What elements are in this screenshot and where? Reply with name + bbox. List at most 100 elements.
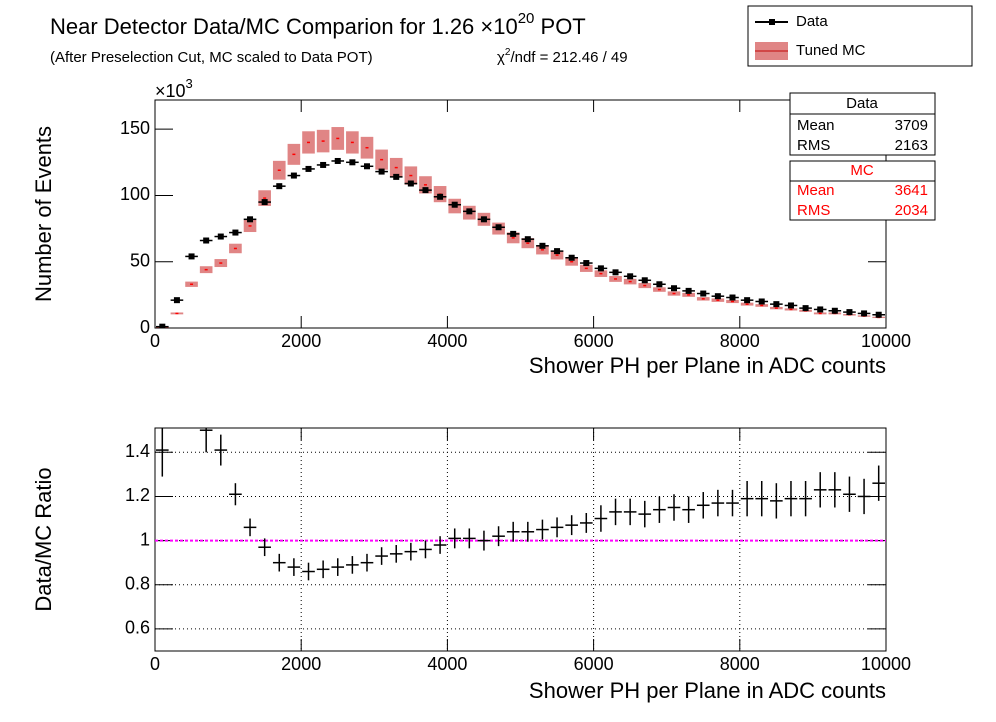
data-point bbox=[641, 277, 648, 284]
y-tick-label: 0 bbox=[140, 317, 150, 337]
x-tick-label: 8000 bbox=[720, 654, 760, 674]
data-point bbox=[861, 310, 868, 317]
data-point bbox=[831, 307, 838, 314]
x-tick-label: 2000 bbox=[281, 654, 321, 674]
title-end: POT bbox=[534, 14, 585, 39]
data-point bbox=[247, 216, 254, 223]
data-point bbox=[495, 224, 502, 231]
data-point bbox=[568, 254, 575, 261]
stats-title: Data bbox=[846, 95, 878, 112]
data-point bbox=[232, 229, 239, 236]
x-tick-label: 8000 bbox=[720, 331, 760, 351]
x-tick-label: 6000 bbox=[574, 331, 614, 351]
panel: 0 2000 4000 6000 8000 10000 0.6 0.8 1 1.2 1.4 Showe… bbox=[31, 427, 911, 703]
data-point bbox=[159, 323, 166, 328]
data-point bbox=[524, 236, 531, 243]
data-point bbox=[203, 237, 210, 244]
y-tick-label: 0.6 bbox=[125, 618, 150, 638]
data-point bbox=[320, 161, 327, 168]
x-tick-label: 4000 bbox=[427, 654, 467, 674]
legend: Data Tuned MC bbox=[747, 5, 973, 67]
y-axis-title: Data/MC Ratio bbox=[31, 467, 56, 611]
data-point bbox=[378, 168, 385, 175]
stats-box bbox=[789, 92, 936, 156]
stats-label: RMS bbox=[797, 137, 830, 154]
data-point bbox=[217, 233, 224, 240]
data-point bbox=[466, 208, 473, 215]
data-point bbox=[846, 309, 853, 316]
data-point bbox=[510, 230, 517, 237]
y-tick-label: 1 bbox=[140, 529, 150, 549]
data-point bbox=[597, 265, 604, 272]
x-axis-title: Shower PH per Plane in ADC counts bbox=[529, 678, 886, 703]
data-point bbox=[363, 163, 370, 170]
stats-title: MC bbox=[850, 162, 873, 179]
y-tick-label: 0.8 bbox=[125, 574, 150, 594]
annotation: χ2/ndf = 212.46 / 49 bbox=[497, 47, 628, 66]
stats-value: 3641 bbox=[895, 182, 928, 199]
chart-title: Near Detector Data/MC Comparion for 1.26… bbox=[50, 10, 586, 39]
y-multiplier-text: ×10 bbox=[155, 81, 186, 101]
data-point bbox=[758, 298, 765, 305]
data-point bbox=[685, 287, 692, 294]
y-tick-label: 1.4 bbox=[125, 441, 150, 461]
stats-data: Data Mean 3709 RMS 2163 bbox=[789, 92, 936, 156]
data-point bbox=[349, 159, 356, 166]
data-point bbox=[656, 281, 663, 288]
data-point bbox=[539, 242, 546, 249]
data-point bbox=[480, 216, 487, 223]
panel: 0 2000 4000 6000 8000 10000 0 50 100 150 Shower PH… bbox=[31, 76, 911, 377]
data-point bbox=[554, 248, 561, 255]
stats-label: RMS bbox=[797, 202, 830, 219]
data-point bbox=[422, 187, 429, 194]
title-sup: 20 bbox=[518, 10, 535, 27]
x-axis-title: Shower PH per Plane in ADC counts bbox=[529, 353, 886, 378]
stats-value: 2034 bbox=[895, 202, 928, 219]
subtitle: (After Preselection Cut, MC scaled to Da… bbox=[50, 49, 373, 66]
y-multiplier-sup: 3 bbox=[186, 76, 193, 91]
data-point bbox=[261, 199, 268, 206]
y-multiplier: ×103 bbox=[155, 76, 193, 100]
data-point bbox=[729, 294, 736, 301]
data-point bbox=[627, 273, 634, 280]
y-tick-label: 1.2 bbox=[125, 485, 150, 505]
data-point bbox=[714, 293, 721, 300]
stats-value: 3709 bbox=[895, 117, 928, 134]
x-tick-label: 6000 bbox=[574, 654, 614, 674]
x-tick-label: 2000 bbox=[281, 331, 321, 351]
data-point bbox=[188, 253, 195, 260]
y-tick-label: 100 bbox=[120, 184, 150, 204]
data-point bbox=[671, 285, 678, 292]
annotation-text: /ndf = 212.46 / 49 bbox=[510, 49, 627, 66]
data-point bbox=[744, 297, 751, 304]
plot-frame bbox=[154, 427, 887, 652]
legend-data-marker bbox=[769, 19, 775, 25]
data-point bbox=[407, 180, 414, 187]
data-point bbox=[773, 301, 780, 308]
x-tick-label: 0 bbox=[150, 654, 160, 674]
plot-frame bbox=[154, 99, 887, 329]
data-point bbox=[583, 260, 590, 267]
data-point bbox=[276, 183, 283, 190]
annotation-sup: 2 bbox=[505, 47, 511, 58]
x-tick-label: 10000 bbox=[861, 331, 911, 351]
y-axis-title: Number of Events bbox=[31, 126, 56, 302]
legend-label: Tuned MC bbox=[796, 42, 866, 59]
stats-label: Mean bbox=[797, 182, 835, 199]
stats-value: 2163 bbox=[895, 137, 928, 154]
x-tick-label: 10000 bbox=[861, 654, 911, 674]
x-tick-label: 4000 bbox=[427, 331, 467, 351]
data-point bbox=[700, 290, 707, 297]
data-point bbox=[612, 269, 619, 276]
data-point bbox=[305, 165, 312, 172]
data-point bbox=[437, 193, 444, 200]
data-point bbox=[173, 297, 180, 304]
plot-content bbox=[156, 127, 885, 328]
annotation-symbol: χ bbox=[497, 49, 505, 66]
y-tick-label: 50 bbox=[130, 250, 150, 270]
y-tick-label: 150 bbox=[120, 118, 150, 138]
data-point bbox=[290, 172, 297, 179]
plot-content bbox=[155, 428, 886, 581]
stats-label: Mean bbox=[797, 117, 835, 134]
